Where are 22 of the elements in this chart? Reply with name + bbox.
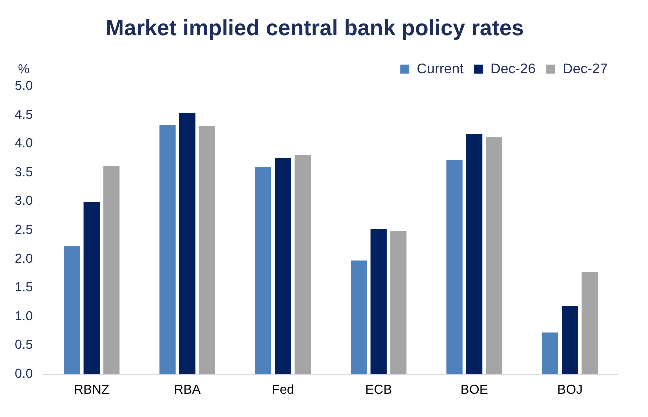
y-tick-label: 3.5 [14,164,34,180]
chart-title: Market implied central bank policy rates [106,15,524,40]
x-tick-label: BOE [460,382,489,397]
y-tick-label: 4.0 [14,136,34,151]
x-tick-label: RBA [174,382,202,397]
y-tick-label: 0.0 [14,366,34,381]
y-tick-label: 2.5 [14,222,34,237]
y-tick-label: 4.5 [14,106,34,122]
y-tick-label: 1.0 [14,308,34,324]
legend-label: Dec-26 [490,60,536,76]
y-tick-label: 0.5 [14,337,34,352]
y-tick-label: 1.5 [14,280,34,295]
y-axis-title: % [18,61,30,76]
y-tick-label: 5.0 [14,78,34,93]
y-tick-label: 3.0 [14,193,34,208]
x-tick-label: BOJ [558,382,583,397]
x-tick-label: Fed [272,382,294,397]
legend-label: Dec-27 [562,60,608,76]
y-tick-label: 2.0 [14,250,34,266]
legend-label: Current [417,60,464,76]
x-tick-label: ECB [365,382,392,397]
x-tick-label: RBNZ [74,382,110,397]
